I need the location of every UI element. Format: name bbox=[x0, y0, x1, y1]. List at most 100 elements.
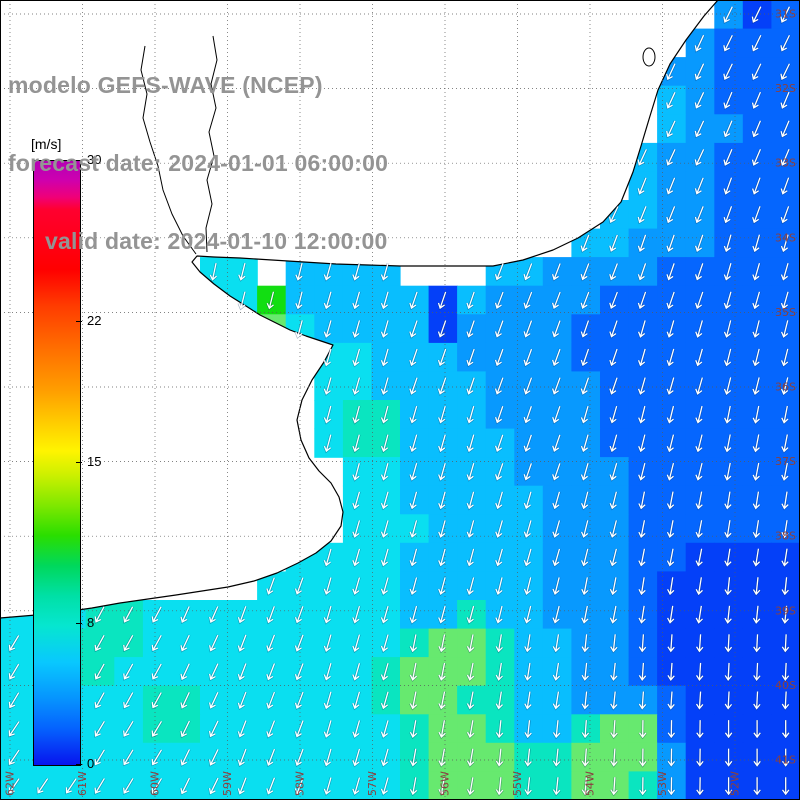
wind-arrow bbox=[609, 720, 619, 740]
wind-arrow bbox=[494, 291, 505, 310]
wind-arrow bbox=[437, 720, 447, 740]
wind-arrow bbox=[780, 605, 790, 625]
wind-arrow bbox=[494, 520, 504, 539]
wind-arrow bbox=[523, 634, 533, 654]
forecast-date: forecast date: 2024-01-01 06:00:00 bbox=[8, 150, 389, 176]
wind-arrow bbox=[579, 234, 590, 253]
colorbar-gradient bbox=[33, 160, 81, 766]
wind-arrow bbox=[780, 348, 790, 368]
wind-arrow bbox=[237, 262, 247, 282]
wind-arrow bbox=[637, 548, 647, 568]
wind-arrow bbox=[666, 691, 676, 711]
wind-arrow bbox=[208, 777, 220, 796]
wind-arrow bbox=[465, 291, 476, 311]
lon-label: 60W bbox=[149, 771, 162, 796]
wind-arrow bbox=[323, 720, 333, 739]
wind-arrow bbox=[751, 320, 761, 339]
wind-arrow bbox=[694, 120, 705, 139]
wind-arrow bbox=[724, 748, 733, 768]
wind-arrow bbox=[723, 234, 733, 254]
wind-arrow bbox=[551, 377, 562, 396]
lat-label: 38S bbox=[775, 530, 796, 543]
wind-arrow bbox=[580, 491, 590, 511]
wind-arrow bbox=[637, 377, 647, 396]
wind-arrow bbox=[523, 548, 533, 568]
wind-arrow bbox=[351, 577, 361, 596]
wind-arrow bbox=[465, 434, 475, 454]
wind-arrow bbox=[666, 577, 675, 597]
wind-arrow bbox=[93, 663, 106, 681]
wind-arrow bbox=[637, 605, 647, 625]
wind-arrow bbox=[666, 662, 676, 683]
wind-arrow bbox=[723, 291, 733, 311]
wind-arrow bbox=[466, 491, 475, 511]
wind-arrow bbox=[437, 691, 447, 711]
wind-arrow bbox=[665, 234, 676, 253]
wind-arrow bbox=[751, 405, 761, 425]
lon-label: 62W bbox=[4, 771, 17, 796]
wind-arrow bbox=[694, 320, 704, 339]
wind-arrow bbox=[580, 462, 590, 482]
wind-arrow bbox=[580, 434, 590, 454]
wind-arrow bbox=[294, 577, 305, 596]
lat-label: 33S bbox=[775, 157, 796, 170]
wind-arrow bbox=[751, 91, 762, 110]
wind-arrow bbox=[724, 634, 733, 654]
river-line bbox=[205, 35, 218, 253]
wind-arrow bbox=[665, 63, 677, 82]
wind-arrow bbox=[637, 348, 647, 368]
wind-arrow bbox=[380, 377, 390, 396]
wind-arrow bbox=[781, 720, 790, 740]
wind-arrow bbox=[694, 148, 705, 167]
wind-arrow bbox=[637, 291, 647, 311]
wind-arrow bbox=[494, 405, 504, 425]
wind-arrow bbox=[408, 348, 419, 368]
wind-arrow bbox=[323, 777, 333, 796]
wind-arrow bbox=[695, 748, 705, 768]
wind-arrow bbox=[551, 262, 562, 282]
wind-arrow bbox=[494, 262, 505, 282]
wind-arrow bbox=[608, 520, 618, 539]
wind-arrow bbox=[294, 720, 305, 739]
wind-arrow bbox=[7, 749, 21, 766]
wind-arrow bbox=[294, 634, 305, 653]
wind-arrow bbox=[380, 405, 390, 425]
wind-arrow bbox=[751, 262, 761, 282]
lat-label: 39S bbox=[775, 604, 796, 617]
wind-arrow bbox=[780, 262, 790, 282]
wind-arrow bbox=[551, 462, 562, 482]
wind-arrow bbox=[551, 405, 562, 425]
wind-arrow bbox=[751, 120, 762, 139]
wind-arrow bbox=[179, 691, 191, 710]
wind-arrow bbox=[638, 662, 647, 683]
wind-arrow bbox=[466, 577, 475, 597]
wind-arrow bbox=[237, 662, 248, 682]
wind-arrow bbox=[265, 720, 276, 739]
wind-arrow bbox=[780, 291, 790, 311]
wind-arrow bbox=[237, 720, 248, 739]
wind-arrow bbox=[523, 777, 533, 797]
wind-arrow bbox=[724, 777, 733, 797]
wind-arrow bbox=[93, 749, 106, 767]
wind-arrow bbox=[609, 748, 619, 768]
wind-arrow bbox=[351, 662, 361, 682]
wind-arrow bbox=[8, 663, 20, 681]
wind-arrow bbox=[408, 291, 419, 311]
wind-arrow bbox=[694, 491, 704, 511]
wind-arrow bbox=[8, 634, 20, 652]
wind-arrow bbox=[551, 434, 562, 453]
colorbar-tick-mark bbox=[76, 622, 82, 624]
lon-label: 57W bbox=[366, 771, 379, 796]
wind-arrow bbox=[294, 748, 305, 768]
wind-arrow bbox=[551, 605, 561, 625]
wind-arrow bbox=[722, 148, 734, 167]
wind-arrow bbox=[351, 520, 361, 539]
wind-arrow bbox=[323, 662, 333, 682]
wind-arrow bbox=[779, 63, 791, 81]
wind-arrow bbox=[552, 748, 561, 768]
wind-arrow bbox=[437, 577, 447, 597]
wind-arrow bbox=[779, 148, 791, 167]
wind-arrow bbox=[695, 662, 704, 683]
wind-arrow bbox=[494, 348, 505, 368]
wind-arrow bbox=[380, 777, 390, 796]
